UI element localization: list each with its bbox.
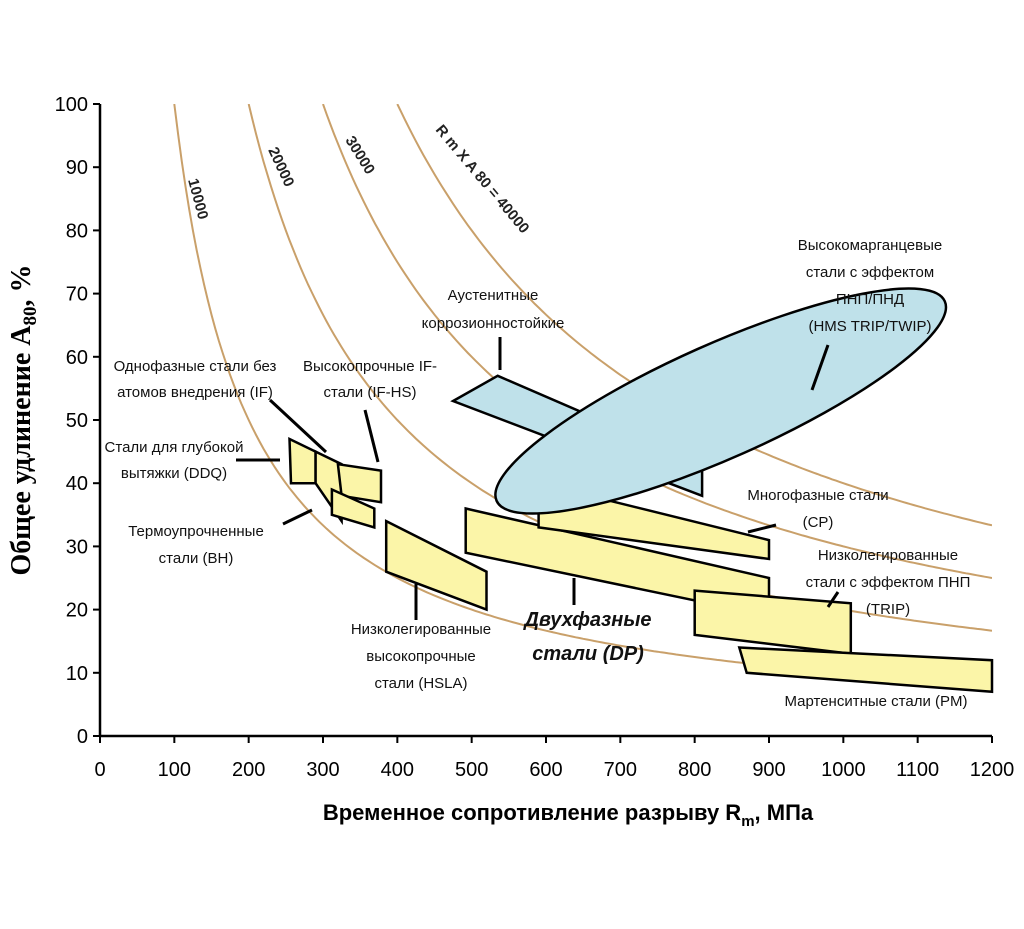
annotation-ddq-line1: Стали для глубокой <box>105 439 244 456</box>
annotation-austenitic-line1: Аустенитные <box>448 287 539 304</box>
annotation-hms-line2: стали с эффектом <box>806 264 934 281</box>
y-tick-label-30: 30 <box>66 536 88 558</box>
x-tick-label-1200: 1200 <box>970 759 1015 781</box>
region-hsla <box>384 519 488 612</box>
x-axis-title-sub: m <box>741 813 754 830</box>
annotation-dp-line1: Двухфазные <box>522 609 651 631</box>
x-axis-title-main: Временное сопротивление разрыву R <box>323 800 741 825</box>
y-tick-label-50: 50 <box>66 410 88 432</box>
region-ifhs <box>336 462 383 504</box>
x-tick-label-1000: 1000 <box>821 759 866 781</box>
x-tick-label-100: 100 <box>158 759 191 781</box>
x-tick-label-500: 500 <box>455 759 488 781</box>
y-axis-title-main: Общее удлинение A <box>6 325 37 576</box>
x-axis-title: Временное сопротивление разрыву Rm, МПа <box>323 800 814 830</box>
region-ddq <box>288 436 317 485</box>
annotation-bh: Термоупрочненные стали (BH) <box>128 523 264 567</box>
annotation-hsla-line2: высокопрочные <box>366 648 476 665</box>
leader-hms <box>810 344 830 391</box>
region-pm <box>737 646 994 694</box>
leader-bh <box>282 508 313 526</box>
tick-group: 0 100 200 300 400 500 600 700 800 900 1000 1100 1200… <box>55 94 1015 781</box>
isocurve-10000 <box>173 104 992 685</box>
x-tick-label-400: 400 <box>381 759 414 781</box>
x-tick-label-800: 800 <box>678 759 711 781</box>
annotation-hms-line1: Высокомарганцевые <box>798 237 943 254</box>
annotation-hms-line3: ПНП/ПНД <box>836 291 904 308</box>
region-trip <box>693 589 853 656</box>
annotation-ddq: Стали для глубокой вытяжки (DDQ) <box>105 439 244 482</box>
annotation-hms-line4: (HMS TRIP/TWIP) <box>808 318 931 335</box>
x-tick-label-300: 300 <box>306 759 339 781</box>
x-tick-label-1100: 1100 <box>896 759 939 781</box>
y-tick-label-90: 90 <box>66 157 88 179</box>
x-tick-label-900: 900 <box>752 759 785 781</box>
annotation-dp: Двухфазные стали (DP) <box>522 609 651 665</box>
y-axis-title-sub: 80 <box>20 307 41 326</box>
annotation-if-hs-line2: стали (IF-HS) <box>324 384 417 401</box>
annotation-if-line1: Однофазные стали без <box>114 358 277 375</box>
x-tick-label-200: 200 <box>232 759 265 781</box>
annotation-trip-line3: (TRIP) <box>866 601 910 618</box>
y-tick-label-60: 60 <box>66 347 88 369</box>
annotation-if-hs: Высокопрочные IF- стали (IF-HS) <box>303 358 437 401</box>
isocurve-label-40000: R m X A 80 = 40000 <box>432 122 532 237</box>
y-axis-title: Общее удлинение A80, % <box>6 265 41 576</box>
x-axis-title-tail: , МПа <box>755 800 814 825</box>
isocurve-group <box>173 104 992 685</box>
annotation-if: Однофазные стали без атомов внедрения (I… <box>114 358 277 401</box>
y-tick-label-70: 70 <box>66 284 88 306</box>
leader-cp <box>747 523 777 534</box>
y-axis-title-tail: , % <box>6 265 37 307</box>
annotation-trip-line2: стали с эффектом ПНП <box>806 574 971 591</box>
annotation-pm: Мартенситные стали (PM) <box>784 693 967 710</box>
annotation-hms: Высокомарганцевые стали с эффектом ПНП/П… <box>798 237 943 335</box>
annotation-cp-line2: (CP) <box>803 514 834 531</box>
annotation-bh-line1: Термоупрочненные <box>128 523 264 540</box>
region-group <box>288 287 994 694</box>
annotation-pm-line1: Мартенситные стали (PM) <box>784 693 967 710</box>
x-tick-label-0: 0 <box>94 759 105 781</box>
y-tick-label-10: 10 <box>66 663 88 685</box>
annotation-hsla: Низколегированные высокопрочные стали (H… <box>351 621 491 692</box>
y-tick-label-0: 0 <box>77 726 88 748</box>
annotation-trip-line1: Низколегированные <box>818 547 958 564</box>
region-bh <box>330 487 376 530</box>
annotation-cp: Многофазные стали (CP) <box>747 487 888 531</box>
region-hmstriptwip <box>494 287 948 515</box>
x-tick-label-700: 700 <box>604 759 637 781</box>
leader-if <box>268 398 328 454</box>
y-tick-label-100: 100 <box>55 94 88 116</box>
x-tick-label-600: 600 <box>529 759 562 781</box>
annotation-bh-line2: стали (BH) <box>159 550 234 567</box>
annotation-dp-line2: стали (DP) <box>532 643 644 665</box>
leader-if-hs <box>363 409 380 463</box>
y-tick-label-20: 20 <box>66 600 88 622</box>
annotation-if-line2: атомов внедрения (IF) <box>117 384 273 401</box>
annotation-trip: Низколегированные стали с эффектом ПНП (… <box>806 547 971 618</box>
annotation-austenitic-line2: коррозионностойкие <box>422 315 565 332</box>
y-tick-label-40: 40 <box>66 473 88 495</box>
annotation-cp-line1: Многофазные стали <box>747 487 888 504</box>
leader-trip <box>826 591 840 608</box>
annotation-hsla-line3: стали (HSLA) <box>374 675 467 692</box>
annotation-if-hs-line1: Высокопрочные IF- <box>303 358 437 375</box>
annotation-austenitic: Аустенитные коррозионностойкие <box>422 287 565 332</box>
annotation-ddq-line2: вытяжки (DDQ) <box>121 465 227 482</box>
y-tick-label-80: 80 <box>66 220 88 242</box>
leader-lines <box>236 337 840 620</box>
annotation-hsla-line1: Низколегированные <box>351 621 491 638</box>
isocurve-label-30000: 30000 <box>342 133 379 177</box>
